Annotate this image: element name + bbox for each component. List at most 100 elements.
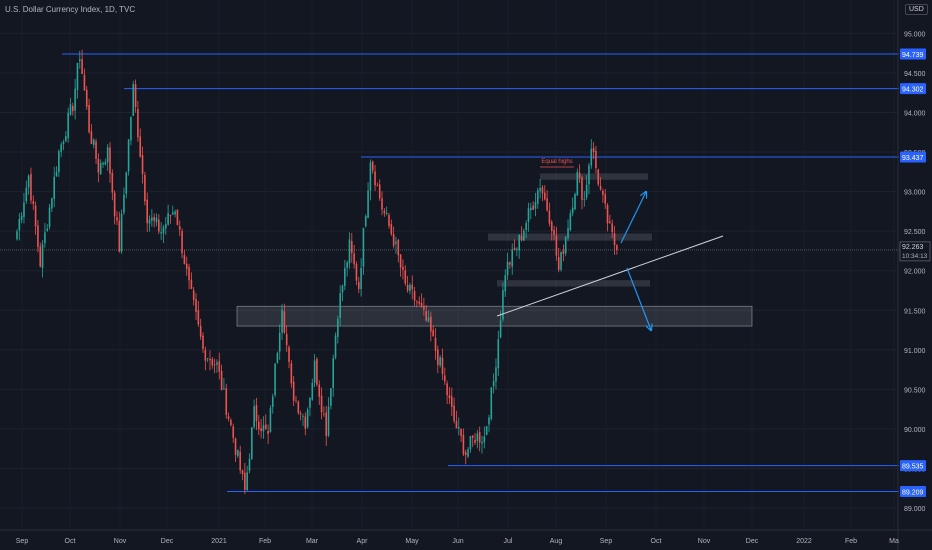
- candle-body: [244, 472, 246, 490]
- candle-body: [444, 375, 446, 382]
- candles-layer: [16, 49, 618, 495]
- candle-body: [604, 194, 607, 204]
- candle-body: [457, 426, 460, 429]
- candle-body: [581, 177, 583, 200]
- bar-countdown-label: 10:34:13: [902, 253, 928, 260]
- candle-body: [471, 435, 474, 439]
- candle-body: [295, 399, 297, 401]
- candle-body: [511, 249, 514, 267]
- candle-body: [597, 169, 600, 185]
- levels-layer[interactable]: [0, 53, 899, 492]
- candle-body: [232, 426, 235, 438]
- support-zone[interactable]: [236, 305, 753, 327]
- candle-body: [260, 428, 262, 431]
- candle-body: [20, 215, 23, 220]
- candle-body: [348, 239, 351, 264]
- candle-body: [474, 439, 476, 443]
- equal-highs-label[interactable]: Equal highs: [541, 159, 572, 165]
- time-tick-label: Aug: [550, 538, 563, 545]
- candle-body: [88, 104, 90, 133]
- candle-body: [148, 219, 151, 224]
- candle-body: [437, 349, 439, 366]
- candle-body: [592, 148, 595, 152]
- zones-layer[interactable]: [236, 173, 753, 327]
- candle-body: [37, 225, 39, 247]
- candle-body: [416, 301, 418, 303]
- candle-body: [427, 317, 430, 322]
- price-tick-label: 90.000: [904, 427, 926, 434]
- support-zone[interactable]: [488, 233, 652, 241]
- drawings-layer[interactable]: Equal highs: [496, 159, 724, 330]
- candle-body: [46, 228, 49, 231]
- candle-body: [72, 105, 74, 112]
- candle-body: [174, 211, 176, 215]
- candle-body: [69, 104, 72, 115]
- candle-body: [546, 198, 548, 211]
- candle-body: [111, 172, 114, 193]
- candle-body: [441, 357, 444, 374]
- candle-body: [432, 330, 434, 337]
- candle-body: [523, 230, 525, 241]
- candle-body: [332, 358, 334, 388]
- candle-body: [562, 250, 565, 254]
- price-tick-label: 92.000: [904, 269, 926, 276]
- candle-body: [204, 349, 207, 361]
- candle-body: [537, 190, 539, 204]
- price-axis[interactable]: 89.00089.50090.00090.50091.00091.50092.0…: [897, 0, 931, 550]
- candle-body: [388, 214, 390, 226]
- price-level-badge: [900, 460, 926, 472]
- candle-body: [423, 306, 425, 310]
- candle-body: [488, 417, 490, 425]
- price-level-badge: [900, 151, 926, 163]
- time-tick-label: Oct: [65, 538, 76, 545]
- candle-body: [153, 217, 155, 221]
- candle-body: [116, 217, 118, 221]
- time-axis[interactable]: Sep Oct Nov Dec 2021 Feb Mar Apr May Jun Jul Aug Sep…: [0, 529, 932, 545]
- support-zone[interactable]: [497, 280, 650, 287]
- candle-body: [318, 384, 321, 397]
- candle-body: [251, 427, 253, 459]
- candle-body: [109, 147, 111, 174]
- bearish-arrow[interactable]: [626, 267, 651, 330]
- bullish-arrow[interactable]: [620, 192, 646, 244]
- candle-body: [385, 213, 388, 215]
- candle-body: [206, 358, 209, 359]
- candle-body: [106, 147, 109, 163]
- time-tick-label: Apr: [357, 538, 369, 545]
- candle-body: [25, 187, 28, 202]
- currency-button[interactable]: USD: [905, 4, 928, 15]
- candle-body: [290, 363, 293, 384]
- support-zone[interactable]: [540, 173, 648, 180]
- candle-body: [92, 139, 95, 145]
- candle-body: [595, 150, 597, 169]
- candle-body: [553, 229, 555, 235]
- trendline[interactable]: [496, 235, 724, 317]
- price-level-label: 89.535: [902, 464, 924, 471]
- candle-body: [476, 433, 479, 441]
- candle-body: [434, 337, 437, 351]
- time-tick-label: Mar: [306, 538, 319, 545]
- candle-body: [151, 217, 153, 221]
- candle-body: [606, 205, 609, 224]
- candle-body: [85, 89, 88, 107]
- candle-body: [478, 432, 481, 443]
- candle-body: [188, 266, 190, 281]
- candle-body: [32, 201, 35, 204]
- candle-body: [102, 162, 104, 165]
- price-level-label: 89.209: [902, 489, 924, 496]
- candle-body: [155, 217, 158, 223]
- price-level-label: 94.302: [902, 87, 924, 94]
- candle-body: [485, 426, 488, 435]
- candle-body: [162, 227, 165, 234]
- candle-body: [513, 247, 516, 250]
- price-level-label: 94.739: [902, 52, 924, 59]
- candle-body: [464, 452, 467, 455]
- candle-body: [355, 263, 358, 281]
- candle-body: [453, 405, 455, 421]
- candle-body: [292, 381, 295, 401]
- candle-body: [495, 367, 497, 382]
- price-tick-label: 90.500: [904, 387, 926, 394]
- candle-body: [362, 228, 365, 267]
- candle-body: [258, 421, 260, 430]
